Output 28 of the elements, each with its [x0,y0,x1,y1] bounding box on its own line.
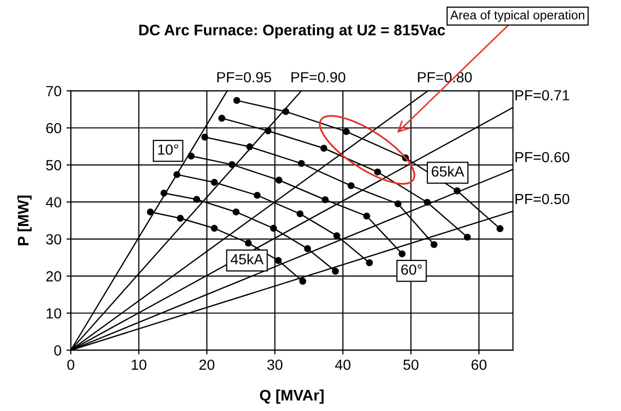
x-tick-label: 0 [67,360,74,370]
series-label: PF=0.90 [291,72,346,82]
annotation: 65kA [432,166,464,177]
annotation: 45kA [230,254,264,264]
y-tick-label: 70 [46,86,62,96]
x-axis-title: Q [MVAr] [260,389,324,404]
y-tick-label: 0 [54,345,62,356]
y-tick-label: 30 [46,234,62,244]
x-tick-label: 10 [132,360,146,370]
y-tick-label: 10 [46,308,62,319]
series-label: PF=0.60 [516,152,570,162]
text: Area of typical operation [450,10,584,22]
y-axis-title: P [MW] [17,196,32,246]
x-tick-label: 20 [199,360,214,370]
x-tick-label: 50 [403,360,418,370]
y-tick-label: 20 [46,271,62,282]
x-tick-label: 40 [335,360,350,370]
y-tick-label: 60 [46,122,62,134]
y-tick-label: 40 [46,197,62,208]
annotation: 10° [158,144,178,155]
x-tick-label: 30 [267,360,282,370]
series-label: PF=0.95 [217,72,272,82]
series-label: PF=0.50 [516,194,570,204]
series-label: PF=0.71 [516,90,570,100]
chart-title: DC Arc Furnace: Operating at U2 = 815Vac [139,24,446,39]
x-tick-label: 60 [472,360,486,370]
y-tick-label: 50 [46,160,62,170]
annotation: 60° [401,264,422,275]
